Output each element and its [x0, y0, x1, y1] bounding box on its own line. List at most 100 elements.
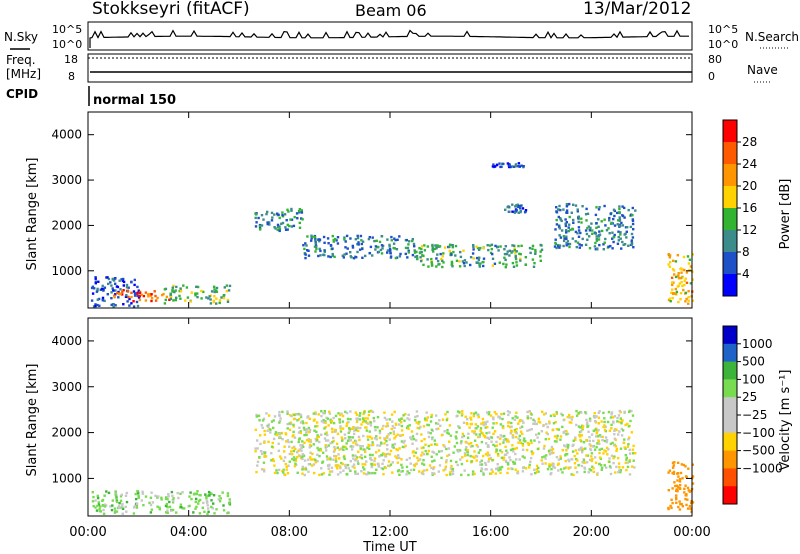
velocity-cell-1 [604, 450, 608, 453]
power-colorbar-swatch [723, 230, 737, 253]
velocity-cell-1 [351, 454, 355, 457]
power-cell-2 [179, 287, 182, 290]
velocity-cell-0 [141, 492, 145, 495]
velocity-cell-1 [617, 471, 620, 474]
velocity-cell-1 [473, 430, 477, 433]
power-cell-6 [577, 226, 581, 229]
power-cell-0 [90, 299, 94, 302]
power-cell-9 [683, 283, 686, 287]
velocity-cell-1 [281, 438, 284, 441]
velocity-cell-1 [336, 467, 339, 470]
power-cell-4 [315, 245, 318, 248]
velocity-cell-1 [256, 460, 260, 464]
velocity-cell-1 [508, 411, 511, 414]
power-heatmap [90, 162, 694, 309]
velocity-cell-1 [337, 453, 340, 456]
power-cell-4 [302, 244, 305, 247]
power-cell-6 [585, 232, 589, 236]
velocity-cell-1 [401, 466, 404, 469]
velocity-cell-1 [625, 468, 628, 472]
velocity-cell-1 [551, 447, 555, 451]
velocity-cell-1 [548, 465, 551, 468]
velocity-cell-1 [603, 417, 606, 420]
power-cell-2 [207, 297, 210, 300]
power-colorbar-swatch [723, 164, 737, 187]
velocity-cell-1 [299, 430, 302, 433]
velocity-cell-1 [339, 430, 343, 433]
velocity-cell-0 [196, 490, 199, 493]
velocity-cell-1 [631, 448, 635, 451]
power-cell-6 [616, 223, 619, 226]
power-cell-5 [430, 264, 434, 267]
velocity-cell-1 [272, 419, 275, 422]
power-cell-9 [684, 291, 688, 295]
velocity-cell-1 [376, 426, 379, 429]
velocity-cell-1 [506, 462, 510, 465]
velocity-cell-1 [420, 433, 423, 436]
velocity-cell-1 [328, 473, 331, 476]
power-cell-9 [672, 259, 675, 262]
velocity-cell-1 [398, 434, 402, 437]
velocity-cell-1 [412, 437, 416, 441]
power-cell-6 [611, 237, 614, 240]
velocity-cell-0 [219, 497, 222, 500]
power-cell-2 [200, 297, 203, 300]
velocity-cell-1 [393, 426, 396, 430]
velocity-cell-1 [598, 462, 601, 466]
velocity-cell-1 [501, 435, 504, 438]
power-cell-4 [356, 242, 359, 246]
power-cell-8 [517, 162, 521, 165]
power-cell-5 [458, 265, 462, 268]
velocity-cell-1 [376, 444, 379, 447]
velocity-cell-0 [102, 508, 105, 512]
velocity-cell-0 [160, 498, 163, 501]
velocity-cell-0 [94, 506, 97, 509]
velocity-heatmap [91, 409, 695, 516]
velocity-cell-1 [618, 420, 621, 424]
velocity-cell-1 [428, 464, 432, 467]
velocity-cell-1 [521, 455, 524, 458]
velocity-cell-0 [121, 502, 124, 506]
velocity-cell-1 [520, 425, 524, 428]
velocity-cell-1 [453, 445, 456, 448]
power-cell-9 [684, 300, 687, 303]
velocity-cell-1 [537, 470, 540, 473]
power-colorbar-swatch [723, 274, 737, 297]
power-cell-6 [575, 245, 578, 249]
power-cell-4 [329, 244, 333, 247]
velocity-cell-0 [91, 491, 94, 494]
power-cell-3 [281, 213, 284, 217]
power-cell-5 [465, 261, 468, 264]
power-cell-0 [90, 286, 94, 290]
velocity-cell-1 [445, 461, 448, 464]
velocity-cell-1 [369, 424, 373, 427]
velocity-cell-1 [385, 418, 388, 421]
velocity-panel-frame [87, 317, 693, 517]
velocity-cell-1 [442, 469, 445, 472]
power-cell-2 [174, 289, 177, 292]
velocity-cell-1 [617, 433, 620, 436]
velocity-cell-1 [490, 440, 493, 443]
power-cell-8 [509, 165, 512, 169]
velocity-cell-1 [452, 451, 455, 454]
velocity-cell-1 [340, 461, 343, 465]
velocity-cell-1 [524, 440, 527, 443]
power-cell-5 [475, 256, 479, 260]
velocity-cell-0 [228, 498, 231, 501]
velocity-cell-1 [414, 419, 417, 422]
velocity-cell-1 [413, 464, 416, 468]
power-cell-6 [568, 215, 571, 219]
velocity-cell-1 [554, 421, 557, 424]
velocity-cell-1 [271, 441, 274, 445]
velocity-cell-1 [292, 434, 295, 437]
velocity-cell-1 [408, 472, 411, 475]
velocity-cell-1 [346, 417, 350, 421]
power-cell-5 [441, 255, 444, 258]
velocity-cell-1 [444, 413, 447, 416]
velocity-cell-1 [356, 426, 359, 429]
velocity-cell-1 [302, 422, 305, 425]
power-cell-6 [577, 235, 581, 238]
power-cell-2 [184, 299, 187, 302]
